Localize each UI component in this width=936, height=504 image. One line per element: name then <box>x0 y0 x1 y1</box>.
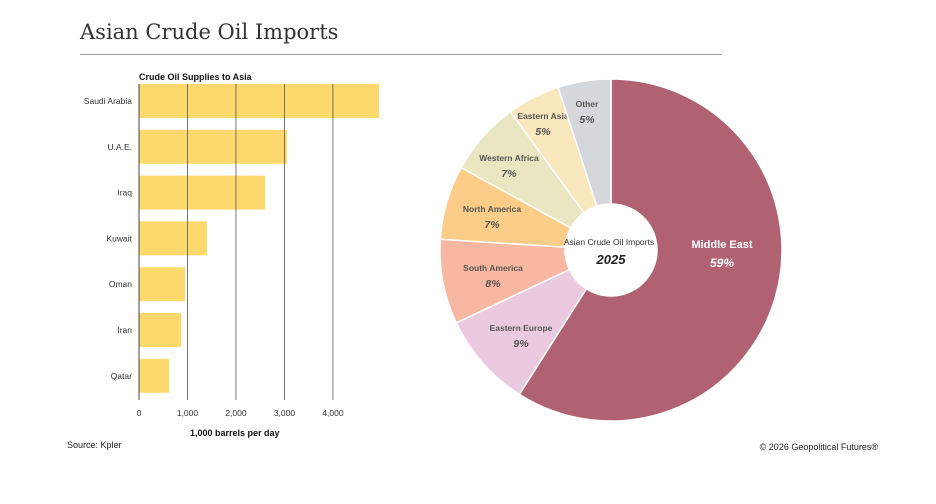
slice-label-eastern-europe: Eastern Europe <box>490 323 553 333</box>
category-label: Saudi Arabia <box>84 96 132 106</box>
slice-value-south-america: 8% <box>485 278 501 290</box>
bar-kuwait <box>139 221 207 256</box>
x-tick-label: 2,000 <box>225 408 247 418</box>
slice-label-eastern-asia: Eastern Asia <box>517 111 568 121</box>
x-tick-label: 0 <box>137 408 142 418</box>
copyright-note: © 2026 Geopolitical Futures® <box>759 442 878 452</box>
category-label: Qatar <box>111 371 132 381</box>
bar-u-a-e- <box>139 129 287 164</box>
x-tick-label: 3,000 <box>274 408 296 418</box>
slice-value-western-africa: 7% <box>501 168 517 180</box>
slice-value-north-america: 7% <box>484 219 500 231</box>
bar-saudi-arabia <box>139 84 379 118</box>
donut-center-year: 2025 <box>596 252 627 267</box>
bar-iraq <box>139 175 266 210</box>
category-label: Oman <box>109 279 132 289</box>
page-title: Asian Crude Oil Imports <box>80 20 339 44</box>
x-tick-label: 4,000 <box>322 408 344 418</box>
source-note: Source: Kpler <box>67 440 122 450</box>
slice-value-eastern-europe: 9% <box>513 338 529 350</box>
slice-value-other: 5% <box>579 114 595 126</box>
title-divider <box>80 54 722 55</box>
bar-iran <box>139 313 182 347</box>
slice-label-middle-east: Middle East <box>691 239 752 251</box>
bar-chart-x-axis-label: 1,000 barrels per day <box>190 428 280 438</box>
slice-value-middle-east: 59% <box>710 256 734 270</box>
x-tick-label: 1,000 <box>177 408 199 418</box>
slice-label-south-america: South America <box>463 263 523 273</box>
category-label: Iran <box>117 325 132 335</box>
bar-oman <box>139 267 186 302</box>
slice-label-western-africa: Western Africa <box>479 153 539 163</box>
bar-chart-title: Crude Oil Supplies to Asia <box>139 72 252 82</box>
donut-hole <box>565 204 657 296</box>
bar-chart: Saudi Arabia U.A.E. Iraq Kuwait Oman Iran Qata… <box>84 84 379 418</box>
slice-label-north-america: North America <box>463 204 522 214</box>
category-label: Iraq <box>117 188 132 198</box>
donut-chart: Middle East 59% Eastern Europe 9% South Amer… <box>439 78 783 422</box>
slice-value-eastern-asia: 5% <box>535 126 551 138</box>
category-label: U.A.E. <box>107 142 132 152</box>
donut-center-label: Asian Crude Oil Imports <box>564 237 654 247</box>
category-label: Kuwait <box>106 233 132 243</box>
bar-qatar <box>139 358 170 393</box>
slice-label-other: Other <box>576 99 599 109</box>
slice-middle-east <box>518 78 783 422</box>
